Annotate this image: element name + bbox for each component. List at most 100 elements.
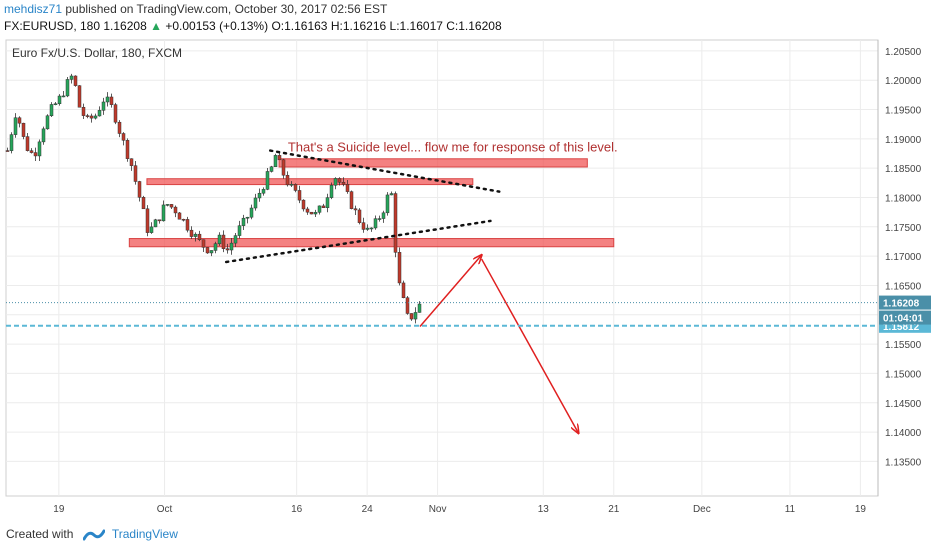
- candle-body: [337, 178, 342, 183]
- candle-body: [373, 218, 378, 229]
- candle-body: [157, 219, 162, 222]
- y-tick-label: 1.16500: [885, 281, 922, 292]
- y-tick-label: 1.19500: [885, 106, 922, 117]
- candle-body: [345, 184, 350, 192]
- candle-body: [61, 95, 66, 98]
- candle-body: [117, 121, 122, 134]
- x-tick-label: 16: [291, 504, 303, 515]
- candle-body: [41, 128, 46, 143]
- candle-body: [213, 243, 218, 251]
- candle-body: [289, 184, 294, 186]
- candle-body: [89, 115, 94, 119]
- tradingview-logo-icon: [82, 529, 105, 541]
- x-tick-label: 19: [855, 504, 867, 515]
- x-tick-label: 11: [785, 504, 796, 515]
- candle-body: [201, 239, 206, 248]
- candle-body: [185, 219, 190, 231]
- candle-body: [297, 190, 302, 201]
- y-tick-label: 1.14500: [885, 399, 922, 410]
- candle-body: [405, 297, 410, 314]
- candle-body: [397, 252, 402, 284]
- price-label: 1.16208: [883, 299, 920, 310]
- candle-body: [49, 104, 54, 117]
- candle-body: [21, 122, 26, 137]
- candle-body: [281, 159, 286, 176]
- candle-body: [229, 242, 234, 251]
- candle-body: [333, 178, 338, 186]
- candle-body: [401, 282, 406, 299]
- candle-body: [109, 96, 114, 105]
- candle-body: [53, 103, 58, 105]
- candle-body: [273, 155, 278, 168]
- y-tick-label: 1.15500: [885, 340, 922, 351]
- candle-body: [253, 197, 258, 209]
- candle-body: [409, 313, 414, 320]
- candle-body: [321, 205, 326, 208]
- y-tick-label: 1.14000: [885, 428, 922, 439]
- candle-body: [45, 115, 50, 130]
- candle-body: [193, 233, 198, 237]
- candle-body: [301, 199, 306, 210]
- candle-body: [393, 193, 398, 253]
- candle-body: [293, 184, 298, 191]
- candle-body: [5, 150, 10, 152]
- candle-body: [9, 134, 14, 151]
- candle-body: [69, 75, 74, 80]
- candle-body: [209, 250, 214, 254]
- candle-body: [357, 209, 362, 223]
- y-tick-label: 1.18000: [885, 193, 922, 204]
- candle-body: [81, 106, 86, 116]
- candle-body: [269, 166, 274, 172]
- candle-body: [37, 141, 42, 157]
- x-tick-label: 21: [608, 504, 620, 515]
- candle-body: [309, 211, 314, 215]
- candle-body: [181, 218, 186, 221]
- y-tick-label: 1.15000: [885, 369, 922, 380]
- candle-body: [369, 227, 374, 230]
- price-label-box: [879, 295, 931, 310]
- candle-body: [177, 212, 182, 220]
- candle-body: [17, 117, 22, 124]
- candle-body: [361, 222, 366, 230]
- author-link[interactable]: mehdisz71: [4, 2, 63, 16]
- tradingview-link[interactable]: TradingView: [111, 527, 178, 541]
- candle-body: [221, 234, 226, 249]
- footer: Created with TradingView: [6, 527, 178, 541]
- forecast-arrow[interactable]: [419, 255, 482, 328]
- candle-body: [353, 208, 358, 211]
- candle-body: [257, 192, 262, 199]
- change-up-icon: ▲: [150, 19, 162, 33]
- publish-info: mehdisz71 published on TradingView.com, …: [4, 2, 387, 16]
- symbol-label: FX:EURUSD, 180: [4, 19, 101, 33]
- candle-body: [417, 303, 422, 313]
- candle-body: [105, 96, 110, 103]
- x-tick-label: 24: [362, 504, 374, 515]
- candle-body: [189, 229, 194, 237]
- trendline[interactable]: [224, 219, 492, 264]
- countdown-label: 01:04:01: [883, 314, 923, 325]
- candle-body: [125, 140, 130, 159]
- candle-body: [377, 218, 382, 220]
- candle-body: [13, 117, 18, 135]
- chart-frame: [5, 39, 879, 497]
- candle-body: [325, 197, 330, 208]
- candle-body: [385, 194, 390, 214]
- y-tick-label: 1.17500: [885, 223, 922, 234]
- candle-body: [241, 217, 246, 226]
- y-tick-label: 1.20000: [885, 76, 922, 87]
- ohlc-values: O:1.16163 H:1.16216 L:1.16017 C:1.16208: [271, 19, 502, 33]
- resistance-zone[interactable]: [278, 158, 588, 168]
- candle-body: [113, 104, 118, 123]
- resistance-zone[interactable]: [146, 178, 474, 186]
- candle-body: [233, 235, 238, 244]
- x-tick-label: 19: [53, 504, 65, 515]
- y-tick-label: 1.18500: [885, 164, 922, 175]
- candle-body: [73, 75, 78, 86]
- candle-body: [165, 204, 170, 206]
- forecast-arrow[interactable]: [480, 258, 579, 433]
- candle-body: [197, 233, 202, 240]
- candle-body: [173, 206, 178, 214]
- candle-body: [85, 115, 90, 117]
- candle-body: [245, 216, 250, 219]
